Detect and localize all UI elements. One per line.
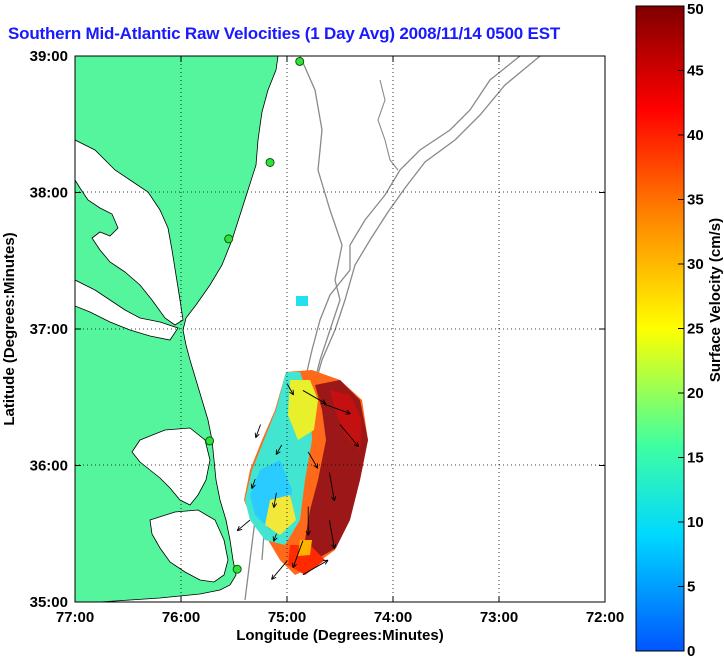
velocity-arrow xyxy=(286,383,294,396)
velocity-arrow xyxy=(250,478,256,489)
velocity-arrow xyxy=(305,506,311,536)
x-tick-label: 74:00 xyxy=(374,609,412,626)
station-marker xyxy=(265,157,275,167)
y-tick-label: 36:00 xyxy=(30,458,68,475)
velocity-arrow xyxy=(323,403,351,415)
colorbar-label: Surface Velocity (cm/s) xyxy=(707,218,724,382)
velocity-arrow xyxy=(292,540,304,569)
y-axis-label: Latitude (Degrees:Minutes) xyxy=(1,232,18,425)
colorbar-tick-label: 20 xyxy=(687,385,704,402)
velocity-arrow xyxy=(302,559,329,576)
colorbar-tick-label: 30 xyxy=(687,256,704,273)
station-marker xyxy=(205,436,215,446)
velocity-field xyxy=(244,296,368,575)
colorbar-tick-label: 50 xyxy=(687,1,704,18)
sound-water xyxy=(149,509,229,583)
y-tick-label: 38:00 xyxy=(30,185,68,202)
velocity-arrows xyxy=(236,383,360,580)
chart-title: Southern Mid-Atlantic Raw Velocities (1 … xyxy=(8,24,561,43)
colorbar-tick-label: 5 xyxy=(687,579,695,596)
velocity-arrow xyxy=(236,519,251,532)
x-tick-label: 73:00 xyxy=(480,609,518,626)
station-marker xyxy=(295,56,305,66)
velocity-arrow xyxy=(307,451,319,469)
velocity-arrow xyxy=(339,424,360,448)
colorbar-ticks: 0 5 10 15 20 25 30 35 40 45 50 xyxy=(678,1,704,659)
grid xyxy=(75,56,605,602)
velocity-arrow xyxy=(254,424,261,439)
x-tick-label: 72:00 xyxy=(586,609,624,626)
colorbar-tick-label: 25 xyxy=(687,321,704,338)
y-tick-label: 35:00 xyxy=(30,594,68,611)
bay-water xyxy=(75,279,179,341)
colorbar-tick-label: 35 xyxy=(687,192,704,209)
axis-ticks: 77:00 76:00 75:00 74:00 73:00 72:00 39:00 38:00… xyxy=(30,48,625,626)
x-tick-label: 77:00 xyxy=(56,609,94,626)
y-tick-label: 37:00 xyxy=(30,321,68,338)
velocity-arrow xyxy=(272,492,278,508)
colorbar-tick-label: 15 xyxy=(687,450,704,467)
station-marker xyxy=(232,564,242,574)
bathymetry-contour xyxy=(377,79,399,171)
station-marker xyxy=(224,234,234,244)
colorbar-tick-label: 0 xyxy=(687,643,695,659)
colorbar-tick-label: 45 xyxy=(687,63,704,80)
y-tick-label: 39:00 xyxy=(30,48,68,65)
velocity-arrow xyxy=(328,472,337,502)
velocity-arrow xyxy=(275,444,283,455)
bathymetry-contour xyxy=(311,56,541,396)
velocity-arrow xyxy=(302,390,327,405)
x-tick-label: 75:00 xyxy=(268,609,306,626)
x-axis-label: Longitude (Degrees:Minutes) xyxy=(236,627,444,644)
bay-water xyxy=(75,139,184,326)
station-markers xyxy=(205,56,305,574)
x-tick-label: 76:00 xyxy=(162,609,200,626)
velocity-arrow xyxy=(271,560,288,580)
colorbar xyxy=(635,5,685,652)
map-layer xyxy=(75,56,541,602)
velocity-arrow xyxy=(328,520,337,549)
colorbar-tick-label: 10 xyxy=(687,514,704,531)
velocity-arrow xyxy=(272,533,278,542)
colorbar-tick-label: 40 xyxy=(687,127,704,144)
